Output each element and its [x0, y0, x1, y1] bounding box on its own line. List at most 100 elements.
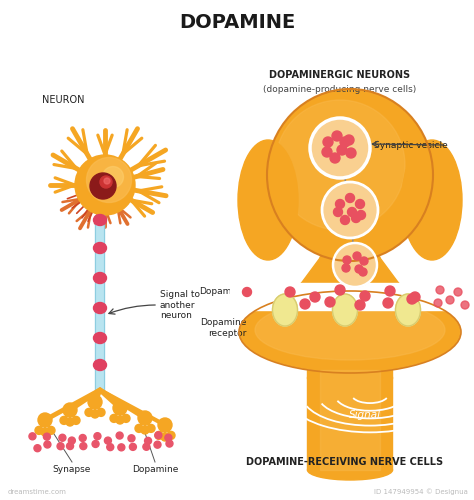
Ellipse shape [308, 460, 392, 480]
Circle shape [154, 441, 161, 448]
Circle shape [343, 256, 351, 264]
Ellipse shape [320, 250, 380, 266]
Circle shape [346, 194, 355, 202]
Ellipse shape [93, 360, 107, 370]
Text: DOPAMINE: DOPAMINE [179, 12, 295, 32]
Polygon shape [308, 370, 392, 470]
Circle shape [285, 287, 295, 297]
Circle shape [165, 434, 172, 441]
Circle shape [44, 441, 51, 448]
Circle shape [166, 440, 173, 447]
Text: Synapse: Synapse [53, 466, 91, 474]
Circle shape [454, 288, 462, 296]
Circle shape [113, 401, 127, 415]
Circle shape [138, 411, 152, 425]
Circle shape [129, 444, 137, 450]
Circle shape [100, 176, 112, 188]
Circle shape [155, 432, 163, 440]
Circle shape [356, 200, 365, 208]
Circle shape [60, 416, 68, 424]
Text: NEURON: NEURON [42, 95, 84, 105]
Circle shape [34, 444, 41, 452]
Circle shape [86, 158, 131, 202]
Circle shape [355, 300, 365, 310]
Circle shape [334, 208, 343, 216]
Circle shape [35, 426, 43, 434]
Ellipse shape [93, 332, 107, 344]
Circle shape [330, 153, 340, 163]
Circle shape [41, 428, 49, 436]
Circle shape [356, 210, 365, 220]
Circle shape [161, 433, 169, 441]
Circle shape [104, 178, 110, 184]
Circle shape [410, 292, 420, 302]
Text: DOPAMINERGIC NEURONS: DOPAMINERGIC NEURONS [269, 70, 410, 80]
Ellipse shape [332, 294, 357, 326]
Polygon shape [300, 258, 400, 285]
Circle shape [57, 442, 64, 450]
Circle shape [158, 418, 172, 432]
Circle shape [116, 416, 124, 424]
Text: Dopamine: Dopamine [200, 288, 246, 296]
Circle shape [344, 135, 354, 145]
Text: Signal to
another
neuron: Signal to another neuron [160, 290, 200, 320]
Circle shape [94, 432, 101, 440]
Circle shape [128, 435, 135, 442]
Circle shape [461, 301, 469, 309]
Circle shape [97, 408, 105, 416]
Circle shape [337, 145, 347, 155]
Circle shape [325, 297, 335, 307]
Ellipse shape [267, 90, 432, 260]
Circle shape [143, 444, 150, 450]
Circle shape [145, 438, 152, 444]
Circle shape [346, 148, 356, 158]
Text: dreamstime.com: dreamstime.com [8, 489, 67, 495]
Polygon shape [95, 215, 104, 390]
Text: (dopamine-producing nerve cells): (dopamine-producing nerve cells) [264, 84, 417, 94]
Circle shape [79, 434, 86, 442]
Circle shape [68, 437, 75, 444]
Circle shape [104, 437, 111, 444]
Ellipse shape [238, 140, 298, 260]
Ellipse shape [308, 363, 392, 393]
Circle shape [66, 418, 74, 426]
Text: DOPAMINE-RECEIVING NERVE CELLS: DOPAMINE-RECEIVING NERVE CELLS [246, 457, 444, 467]
Circle shape [155, 432, 162, 439]
Polygon shape [230, 283, 470, 310]
Circle shape [80, 442, 87, 450]
Circle shape [323, 137, 333, 147]
Circle shape [167, 432, 175, 440]
Circle shape [383, 298, 393, 308]
Circle shape [72, 416, 80, 424]
Circle shape [44, 433, 50, 440]
Circle shape [29, 433, 36, 440]
Circle shape [407, 294, 417, 304]
Text: Dopamine
metabolites: Dopamine metabolites [398, 286, 452, 306]
Circle shape [310, 118, 370, 178]
Circle shape [310, 292, 320, 302]
Ellipse shape [402, 140, 462, 260]
Ellipse shape [275, 100, 405, 230]
Text: Dopamine: Dopamine [132, 466, 178, 474]
Ellipse shape [240, 292, 460, 372]
Circle shape [335, 285, 345, 295]
Circle shape [322, 147, 332, 157]
Circle shape [243, 288, 252, 296]
Circle shape [446, 296, 454, 304]
Circle shape [300, 299, 310, 309]
Circle shape [436, 286, 444, 294]
Circle shape [332, 131, 342, 141]
Ellipse shape [93, 272, 107, 283]
Ellipse shape [93, 302, 107, 314]
Text: Signal: Signal [349, 410, 381, 420]
Ellipse shape [93, 242, 107, 254]
Circle shape [122, 414, 130, 422]
Circle shape [359, 268, 367, 276]
Text: Synaptic vesicle: Synaptic vesicle [374, 140, 448, 149]
Ellipse shape [93, 214, 107, 226]
Circle shape [47, 426, 55, 434]
Circle shape [333, 243, 377, 287]
Circle shape [347, 208, 356, 216]
Text: ID 147949954 © Designua: ID 147949954 © Designua [374, 488, 468, 496]
Circle shape [355, 265, 363, 273]
